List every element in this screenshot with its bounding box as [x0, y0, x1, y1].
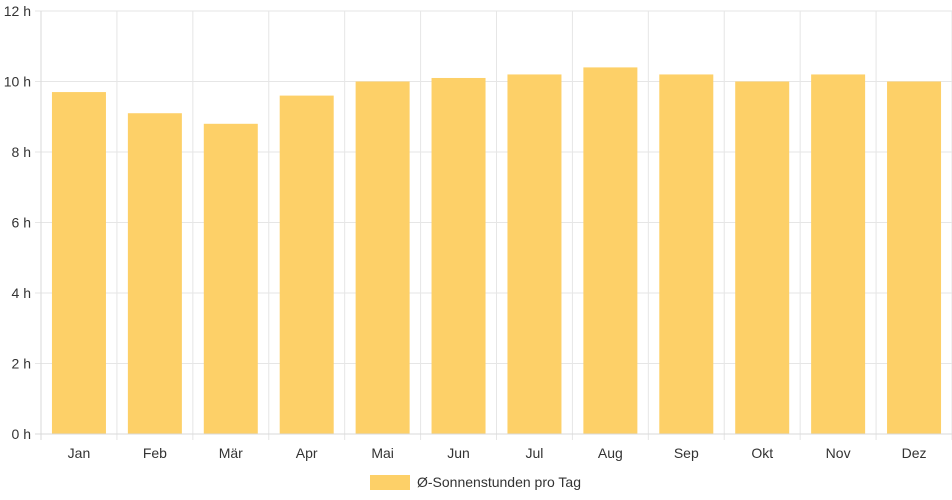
y-tick-label: 10 h	[4, 74, 31, 90]
y-tick-label: 8 h	[12, 144, 31, 160]
y-tick-label: 2 h	[12, 356, 31, 372]
x-axis-tick-labels: Jan Feb Mär Apr Mai Jun Jul Aug Sep Okt Nov Dez	[68, 445, 927, 461]
x-tick-label: Nov	[826, 445, 851, 461]
grid-lines	[35, 10, 952, 440]
y-tick-label: 6 h	[12, 215, 31, 231]
x-tick-label: Feb	[143, 445, 167, 461]
x-tick-label: Dez	[902, 445, 927, 461]
legend-swatch	[370, 475, 410, 490]
x-tick-label: Apr	[296, 445, 318, 461]
bar-feb	[127, 113, 182, 434]
y-tick-label: 12 h	[4, 3, 31, 19]
x-tick-label: Mai	[371, 445, 394, 461]
y-axis-tick-labels: 0 h 2 h 4 h 6 h 8 h 10 h 12 h	[4, 3, 31, 442]
x-tick-label: Jan	[68, 445, 91, 461]
bar-nov	[811, 74, 866, 434]
bar-aug	[583, 67, 638, 435]
bar-mär	[203, 123, 258, 435]
bar-jul	[507, 74, 562, 434]
bar-dez	[887, 81, 942, 434]
bar-sep	[659, 74, 714, 434]
bar-okt	[735, 81, 790, 434]
x-tick-label: Aug	[598, 445, 623, 461]
x-tick-label: Jun	[447, 445, 470, 461]
y-tick-label: 0 h	[12, 426, 31, 442]
x-tick-label: Mär	[219, 445, 243, 461]
axes	[35, 11, 952, 440]
bar-jan	[51, 92, 106, 434]
legend-label: Ø-Sonnenstunden pro Tag	[417, 474, 581, 490]
x-tick-label: Sep	[674, 445, 699, 461]
x-tick-label: Jul	[526, 445, 544, 461]
x-tick-label: Okt	[751, 445, 773, 461]
bars-group	[51, 67, 942, 435]
bar-apr	[279, 95, 334, 434]
bar-mai	[355, 81, 410, 434]
bar-jun	[431, 77, 486, 434]
y-tick-label: 4 h	[12, 285, 31, 301]
legend: Ø-Sonnenstunden pro Tag	[370, 474, 581, 490]
